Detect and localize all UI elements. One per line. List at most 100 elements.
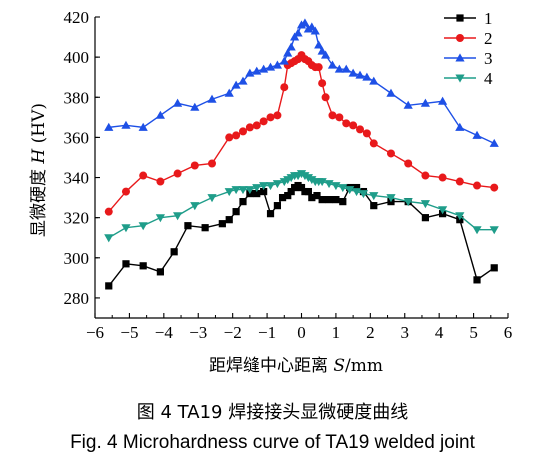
series-1-point (139, 262, 147, 270)
series-3-point (121, 120, 131, 129)
series-4-point (369, 192, 379, 201)
series-1-point (370, 202, 378, 210)
series-4-point (489, 226, 499, 235)
series-1-point (201, 224, 209, 232)
series-1-point (260, 187, 268, 196)
y-axis-title-prefix: 显微硬度 (29, 164, 49, 237)
series-1-point (278, 194, 287, 202)
axes (94, 16, 509, 319)
series-2-point (121, 187, 130, 196)
series-3-point (472, 130, 482, 139)
x-tick-label: 2 (366, 323, 375, 342)
series-3-point (138, 122, 148, 131)
series-1-point (225, 216, 233, 224)
series-1-point (318, 196, 326, 204)
series-2-point (356, 125, 365, 134)
series-3-point (231, 80, 241, 89)
series-4-point (231, 186, 241, 195)
series-4-point (238, 186, 248, 195)
series-4-point (121, 224, 131, 233)
series-1-point (170, 248, 178, 256)
series-2-point (190, 161, 199, 170)
series-3-line (108, 22, 495, 145)
series-1-point (339, 198, 347, 206)
series-2-point (342, 119, 351, 128)
series-2-point (280, 83, 289, 92)
legend-marker (456, 34, 464, 42)
series-2-point (473, 181, 482, 190)
series-2-point (139, 171, 148, 180)
y-tick-label: 300 (64, 249, 90, 268)
series-3-point (489, 138, 499, 147)
series-1-point (490, 264, 498, 272)
series-2-point (369, 139, 378, 148)
series-4 (104, 170, 499, 243)
legend-marker (455, 53, 465, 62)
series-1-point (325, 196, 333, 204)
series-1-point (156, 268, 164, 276)
series-2-point (245, 123, 254, 132)
series-3-point (173, 98, 183, 107)
x-tick-label: 1 (332, 323, 341, 342)
series-layer (104, 18, 499, 290)
series-1-point (239, 198, 247, 206)
series-3-point (279, 56, 289, 65)
series-4-point (265, 182, 276, 191)
series-1-point (313, 191, 321, 200)
series-1-point (266, 210, 275, 218)
series-4-point (155, 214, 165, 223)
series-2-point (208, 159, 217, 168)
x-axis-title: 距焊缝中心距离 S/mm (209, 356, 383, 376)
series-2-point (404, 159, 413, 168)
series-4-point (138, 222, 148, 231)
x-axis-title-unit: /mm (345, 356, 383, 376)
series-2-point (386, 149, 395, 158)
series-3-point (190, 102, 200, 111)
series-2-point (455, 177, 464, 186)
series-1-point (253, 189, 261, 198)
x-tick-label: −3 (189, 323, 207, 342)
series-3-point (327, 60, 338, 69)
series-1-point (273, 202, 282, 210)
y-tick-label: 380 (64, 88, 90, 107)
series-4-point (358, 190, 369, 199)
series-2-point (238, 127, 247, 136)
series-2-point (173, 169, 182, 178)
series-1-point (297, 183, 306, 192)
series-1-point (287, 187, 295, 196)
series-2 (104, 51, 499, 216)
series-1-line (108, 184, 495, 287)
series-1-point (308, 194, 316, 202)
series-3-point (420, 98, 430, 107)
series-1-point (105, 282, 113, 290)
series-2-point (266, 113, 275, 122)
series-2-point (104, 207, 113, 216)
figure-caption-english: Fig. 4 Microhardness curve of TA19 welde… (70, 432, 475, 453)
x-tick-label: −5 (120, 323, 138, 342)
series-1-point (332, 196, 340, 204)
x-tick-label: −2 (224, 323, 242, 342)
series-2-point (328, 111, 337, 120)
series-1-point (421, 214, 429, 222)
series-4-point (386, 194, 396, 203)
series-3-point (238, 76, 248, 85)
x-tick-label: −1 (258, 323, 276, 342)
series-3-point (300, 18, 310, 27)
series-3-point (155, 110, 165, 119)
y-axis-title-unit: (HV) (29, 103, 49, 149)
legend-label: 4 (484, 69, 493, 88)
series-3-point (207, 94, 217, 103)
legend-label: 3 (484, 49, 493, 68)
series-2-point (321, 93, 330, 102)
series-4-point (245, 186, 255, 195)
legend-item-3: 3 (444, 49, 493, 68)
legend-item-1: 1 (444, 9, 493, 28)
y-tick-label: 420 (64, 8, 90, 27)
series-3-point (104, 122, 114, 131)
series-1-point (304, 187, 312, 196)
series-4-point (420, 200, 430, 209)
legend-marker (456, 14, 464, 22)
series-2-point (273, 111, 282, 120)
y-tick-label: 340 (64, 169, 90, 188)
